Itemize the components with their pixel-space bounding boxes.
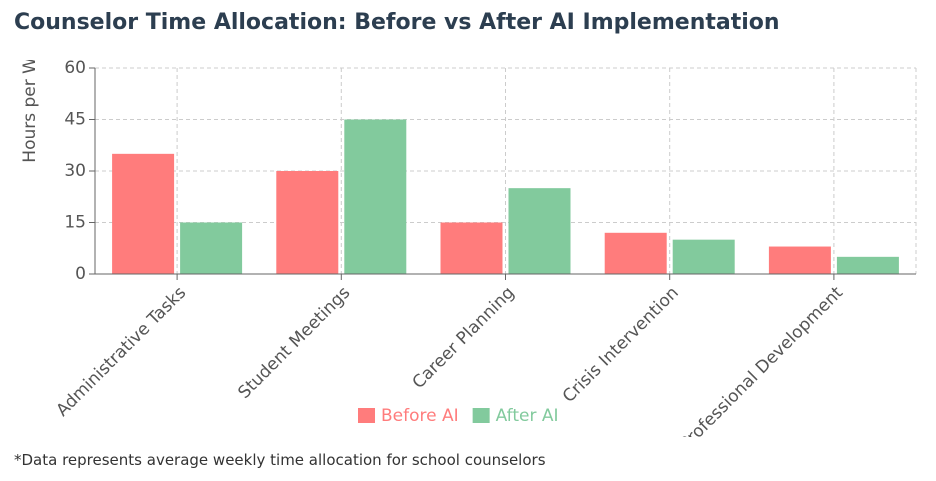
x-tick-label: Student Meetings <box>234 283 354 403</box>
bar <box>180 222 243 274</box>
legend-label: After AI <box>496 406 559 426</box>
bar <box>344 119 407 274</box>
bar <box>836 256 899 274</box>
y-tick-label: 15 <box>64 213 86 233</box>
x-tick-label: Administrative Tasks <box>52 283 190 421</box>
x-tick-label: Crisis Intervention <box>559 283 683 407</box>
footnote: *Data represents average weekly time all… <box>14 451 546 469</box>
x-tick-label: Career Planning <box>409 283 519 393</box>
chart-title: Counselor Time Allocation: Before vs Aft… <box>14 10 780 35</box>
legend-swatch <box>472 408 490 423</box>
legend-label: Before AI <box>381 406 459 426</box>
bar <box>112 153 175 274</box>
y-tick-label: 30 <box>64 161 86 181</box>
x-tick-label: Professional Development <box>676 283 847 437</box>
y-tick-label: 60 <box>64 60 86 78</box>
bar <box>604 232 667 274</box>
y-axis-label: Hours per Week <box>20 60 40 163</box>
bar <box>768 246 831 274</box>
bar <box>508 188 571 274</box>
chart: 0 15 30 45 60 Administrative Tasks Student Mee… <box>20 60 917 437</box>
y-tick-label: 45 <box>64 110 86 130</box>
bar <box>276 171 339 274</box>
y-tick-label: 0 <box>75 264 86 284</box>
bar <box>672 239 735 274</box>
bar <box>440 222 503 274</box>
legend-swatch <box>358 408 375 423</box>
